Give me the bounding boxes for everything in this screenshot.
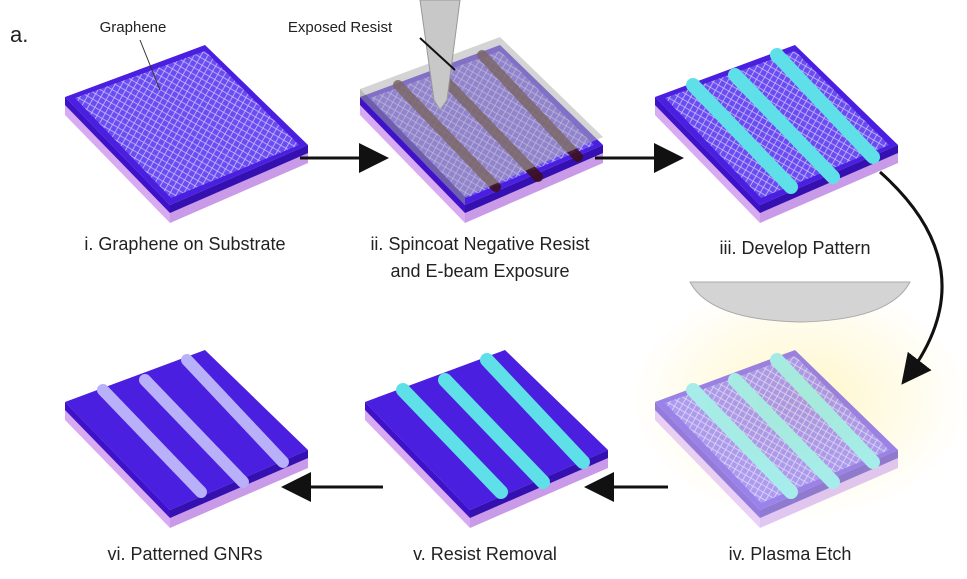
caption: ii. Spincoat Negative Resist [370, 234, 589, 254]
step-5-plate [365, 350, 608, 528]
panel-label: a. [10, 22, 28, 47]
caption: vi. Patterned GNRs [107, 544, 262, 564]
callout-graphene: Graphene [100, 19, 167, 36]
step-3-plate [655, 45, 898, 223]
step-6-plate [65, 350, 308, 528]
caption: iv. Plasma Etch [729, 544, 852, 564]
figure: a. Graphene Exposed Resist i. Graphene o… [0, 0, 967, 579]
caption: i. Graphene on Substrate [84, 234, 285, 254]
step-2-plate [360, 37, 603, 223]
callout-exposed-resist: Exposed Resist [288, 19, 393, 36]
caption: v. Resist Removal [413, 544, 557, 564]
caption: iii. Develop Pattern [719, 238, 870, 258]
step-1-plate [65, 45, 308, 223]
caption: and E-beam Exposure [390, 261, 569, 281]
